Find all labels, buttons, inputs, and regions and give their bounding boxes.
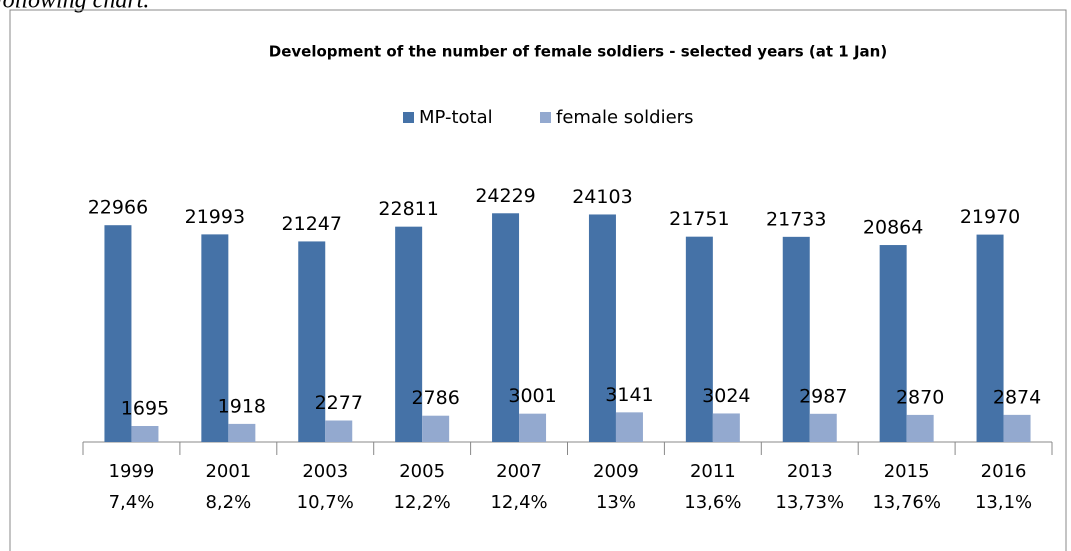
bar: [228, 423, 256, 442]
bar: [104, 225, 132, 442]
data-label: 1695: [121, 397, 169, 419]
x-tick-label: 2005: [399, 461, 445, 482]
bar: [712, 413, 740, 442]
data-label: 24229: [475, 185, 535, 207]
bar: [906, 414, 934, 442]
bar: [492, 213, 520, 442]
x-tick-sublabel: 13%: [596, 492, 636, 513]
data-label: 21970: [960, 206, 1020, 228]
data-label: 2277: [315, 392, 363, 414]
bar: [879, 245, 907, 442]
bar: [809, 413, 837, 442]
data-label: 24103: [572, 186, 632, 208]
chart-title: Development of the number of female sold…: [269, 43, 887, 61]
legend-swatch: [403, 112, 414, 123]
x-tick-sublabel: 10,7%: [297, 492, 354, 513]
bar: [201, 234, 229, 442]
bar: [519, 413, 547, 442]
legend-label: female soldiers: [556, 107, 693, 128]
data-label: 2874: [993, 386, 1041, 408]
data-label: 3001: [508, 385, 556, 407]
x-tick-sublabel: 8,2%: [205, 492, 251, 513]
data-label: 21993: [185, 206, 245, 228]
x-tick-sublabel: 7,4%: [109, 492, 155, 513]
data-label: 22966: [88, 197, 148, 219]
x-tick-label: 2016: [981, 461, 1027, 482]
data-label: 22811: [378, 198, 438, 220]
legend-swatch: [540, 112, 551, 123]
bar: [422, 415, 450, 442]
x-tick-sublabel: 13,76%: [872, 492, 941, 513]
x-tick-sublabel: 13,6%: [684, 492, 741, 513]
bar: [615, 412, 643, 442]
data-label: 3024: [702, 385, 750, 407]
data-label: 1918: [218, 395, 266, 417]
x-tick-label: 2007: [496, 461, 542, 482]
x-tick-label: 2013: [787, 461, 833, 482]
bar: [1003, 414, 1031, 442]
data-label: 20864: [863, 217, 923, 239]
data-label: 21247: [282, 213, 342, 235]
x-tick-label: 2011: [690, 461, 736, 482]
bar: [685, 236, 713, 442]
data-label: 2870: [896, 386, 944, 408]
data-label: 3141: [605, 384, 653, 406]
x-tick-sublabel: 12,4%: [490, 492, 547, 513]
x-tick-label: 1999: [109, 461, 155, 482]
page-caption: following chart.: [0, 0, 149, 14]
data-label: 2786: [411, 387, 459, 409]
bar: [298, 241, 326, 442]
bar: [782, 236, 810, 442]
x-tick-sublabel: 13,1%: [975, 492, 1032, 513]
data-label: 21751: [669, 208, 729, 230]
bar: [588, 214, 616, 442]
x-tick-sublabel: 12,2%: [394, 492, 451, 513]
chart-frame: [9, 9, 1067, 551]
data-label: 2987: [799, 385, 847, 407]
legend-label: MP-total: [419, 107, 493, 128]
x-tick-label: 2009: [593, 461, 639, 482]
x-tick-label: 2015: [884, 461, 930, 482]
x-tick-label: 2003: [302, 461, 348, 482]
x-tick-sublabel: 13,73%: [775, 492, 844, 513]
bar: [131, 425, 159, 442]
bar: [325, 420, 353, 442]
x-tick-label: 2001: [205, 461, 251, 482]
bar: [976, 234, 1004, 442]
data-label: 21733: [766, 208, 826, 230]
bar: [395, 226, 423, 442]
